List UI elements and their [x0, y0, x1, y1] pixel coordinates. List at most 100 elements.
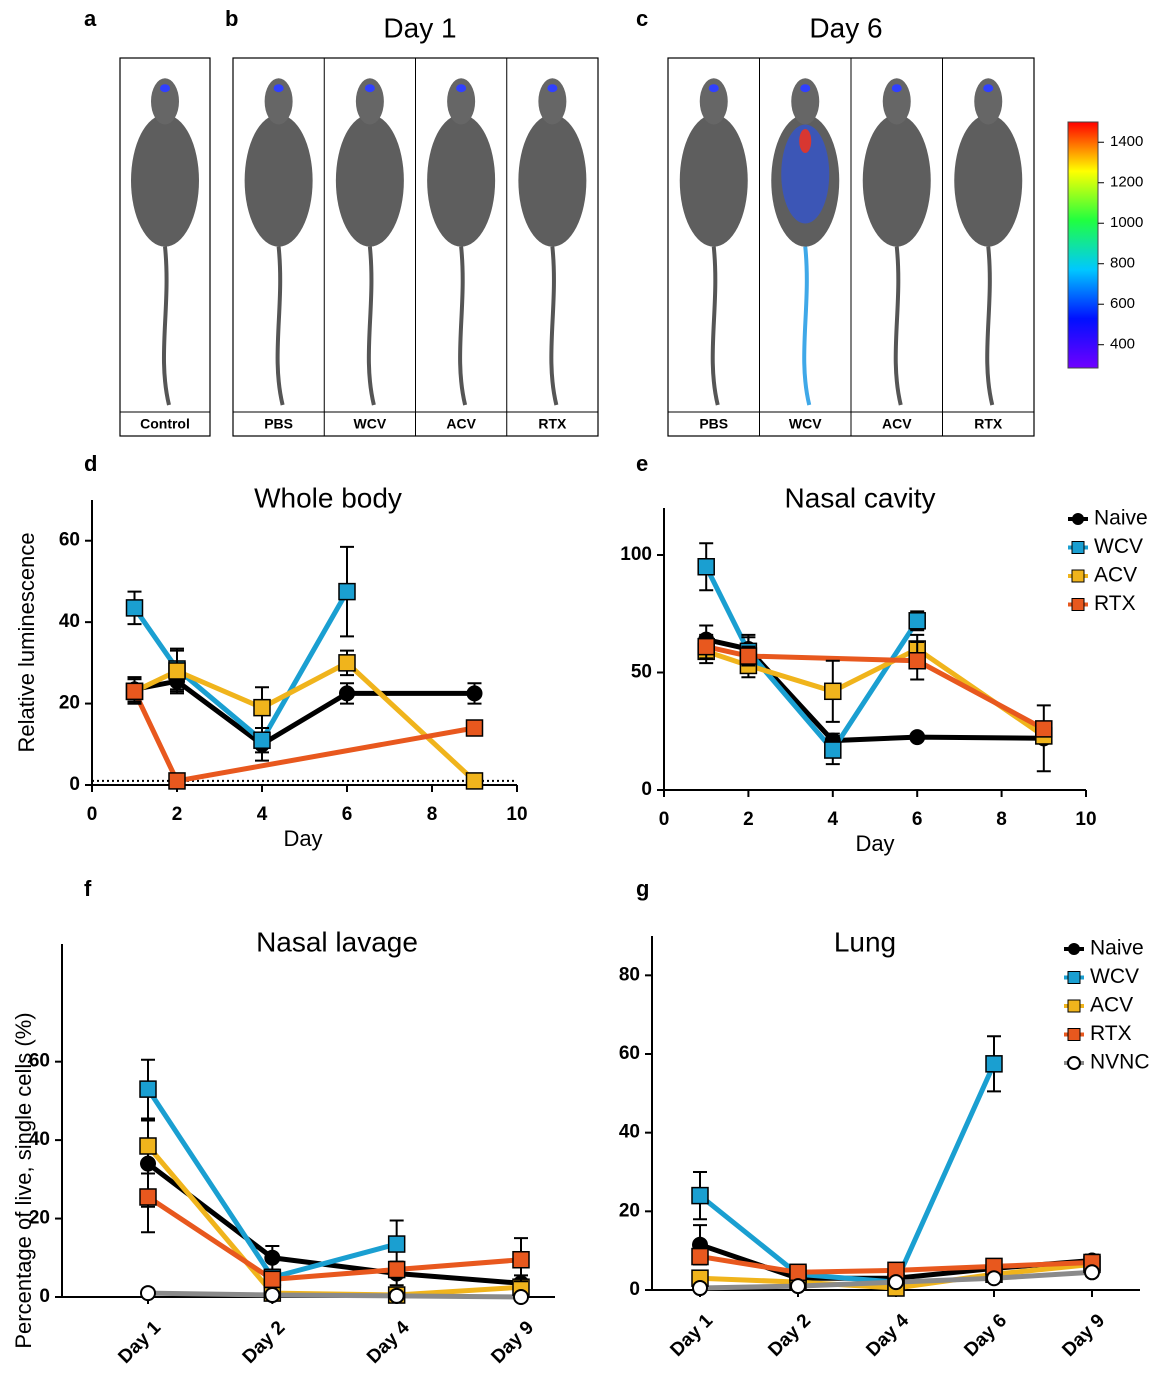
colorbar-tick-label: 1000 [1110, 214, 1143, 231]
mouse-image [131, 78, 199, 405]
marker [740, 648, 756, 664]
x-tick-label: 4 [257, 804, 268, 825]
x-tick-label: 4 [828, 809, 839, 830]
chart-title: Lung [834, 926, 896, 957]
chart-title: Nasal lavage [256, 926, 418, 957]
mouse-image [771, 78, 839, 405]
marker [514, 1290, 528, 1304]
mouse-body [954, 115, 1022, 247]
marker [909, 653, 925, 669]
x-tick-label: 10 [506, 804, 527, 825]
mouse-spot [274, 84, 284, 92]
x-tick-label: 2 [743, 809, 754, 830]
series-line [148, 1293, 521, 1297]
mouse-glow [799, 129, 811, 153]
mouse-tail [896, 247, 901, 405]
x-tick-label: 6 [342, 804, 353, 825]
x-tick-label: Day 1 [114, 1317, 165, 1368]
y-tick-label: 20 [619, 1200, 640, 1221]
mouse-image [245, 78, 313, 405]
panel-title: Day 6 [809, 12, 882, 43]
mouse-body [863, 115, 931, 247]
marker [339, 685, 355, 701]
mouse-spot [892, 84, 902, 92]
mouse-image [427, 78, 495, 405]
x-tick-label: 0 [659, 809, 670, 830]
mouse-body [336, 115, 404, 247]
panel-title: Day 1 [383, 12, 456, 43]
x-tick-label: 6 [912, 809, 923, 830]
marker [264, 1271, 280, 1287]
marker [169, 663, 185, 679]
colorbar-tick-label: 800 [1110, 255, 1135, 272]
x-tick-label: Day 4 [862, 1310, 913, 1361]
group-label: PBS [699, 416, 728, 432]
marker [791, 1279, 805, 1293]
y-tick-label: 60 [619, 1043, 640, 1064]
mouse-tail [369, 247, 374, 405]
marker [339, 655, 355, 671]
y-tick-label: 100 [620, 544, 652, 565]
marker [467, 773, 483, 789]
series-line [135, 663, 475, 781]
chart-title: Whole body [254, 482, 402, 513]
marker [467, 720, 483, 736]
marker [513, 1252, 529, 1268]
mouse-image [336, 78, 404, 405]
marker [140, 1189, 156, 1205]
x-tick-label: 10 [1075, 809, 1096, 830]
marker [390, 1289, 404, 1303]
marker [693, 1281, 707, 1295]
x-tick-label: 8 [427, 804, 438, 825]
series-line [135, 691, 475, 781]
mouse-body [427, 115, 495, 247]
x-tick-label: Day 4 [363, 1317, 414, 1368]
mouse-body [131, 115, 199, 247]
legend-marker [1072, 599, 1084, 611]
mouse-image [954, 78, 1022, 405]
group-label: Control [140, 416, 190, 432]
figure: a b c Day 1 Day 6 ControlPBSWCVACVRTXPBS… [0, 0, 1173, 1383]
marker [698, 639, 714, 655]
colorbar-tick-label: 1200 [1110, 174, 1143, 191]
panel-letter: a [84, 6, 97, 31]
y-tick-label: 50 [631, 662, 652, 683]
x-tick-label: Day 1 [666, 1310, 717, 1361]
marker [909, 729, 925, 745]
marker [986, 1056, 1002, 1072]
legend-label: ACV [1094, 564, 1137, 587]
legend-label: RTX [1090, 1022, 1132, 1045]
mouse-spot [160, 84, 170, 92]
x-tick-label: 8 [996, 809, 1007, 830]
panel-letter: f [84, 876, 92, 901]
legend-marker [1072, 570, 1084, 582]
x-axis-label: Day [855, 831, 894, 856]
legend-marker [1068, 1029, 1080, 1041]
group-label: PBS [264, 416, 293, 432]
marker [389, 1262, 405, 1278]
marker [889, 1275, 903, 1289]
x-tick-label: 2 [172, 804, 183, 825]
mouse-tail [551, 247, 556, 405]
panel-letter: b [225, 6, 238, 31]
group-label: WCV [789, 416, 822, 432]
mouse-spot [456, 84, 466, 92]
y-tick-label: 0 [39, 1286, 50, 1307]
chart-title: Nasal cavity [785, 482, 936, 513]
marker [790, 1264, 806, 1280]
legend-label: Naive [1094, 507, 1148, 530]
mouse-tail [278, 247, 283, 405]
marker [127, 683, 143, 699]
legend-label: WCV [1094, 535, 1143, 558]
marker [127, 600, 143, 616]
mouse-body [518, 115, 586, 247]
y-tick-label: 0 [641, 779, 652, 800]
marker [692, 1188, 708, 1204]
group-label: ACV [446, 416, 476, 432]
legend-marker [1068, 972, 1080, 984]
x-axis-label: Day [283, 826, 322, 851]
x-tick-label: 0 [87, 804, 98, 825]
colorbar-tick-label: 1400 [1110, 133, 1143, 150]
legend-label: Naive [1090, 937, 1144, 960]
group-label: RTX [974, 416, 1003, 432]
